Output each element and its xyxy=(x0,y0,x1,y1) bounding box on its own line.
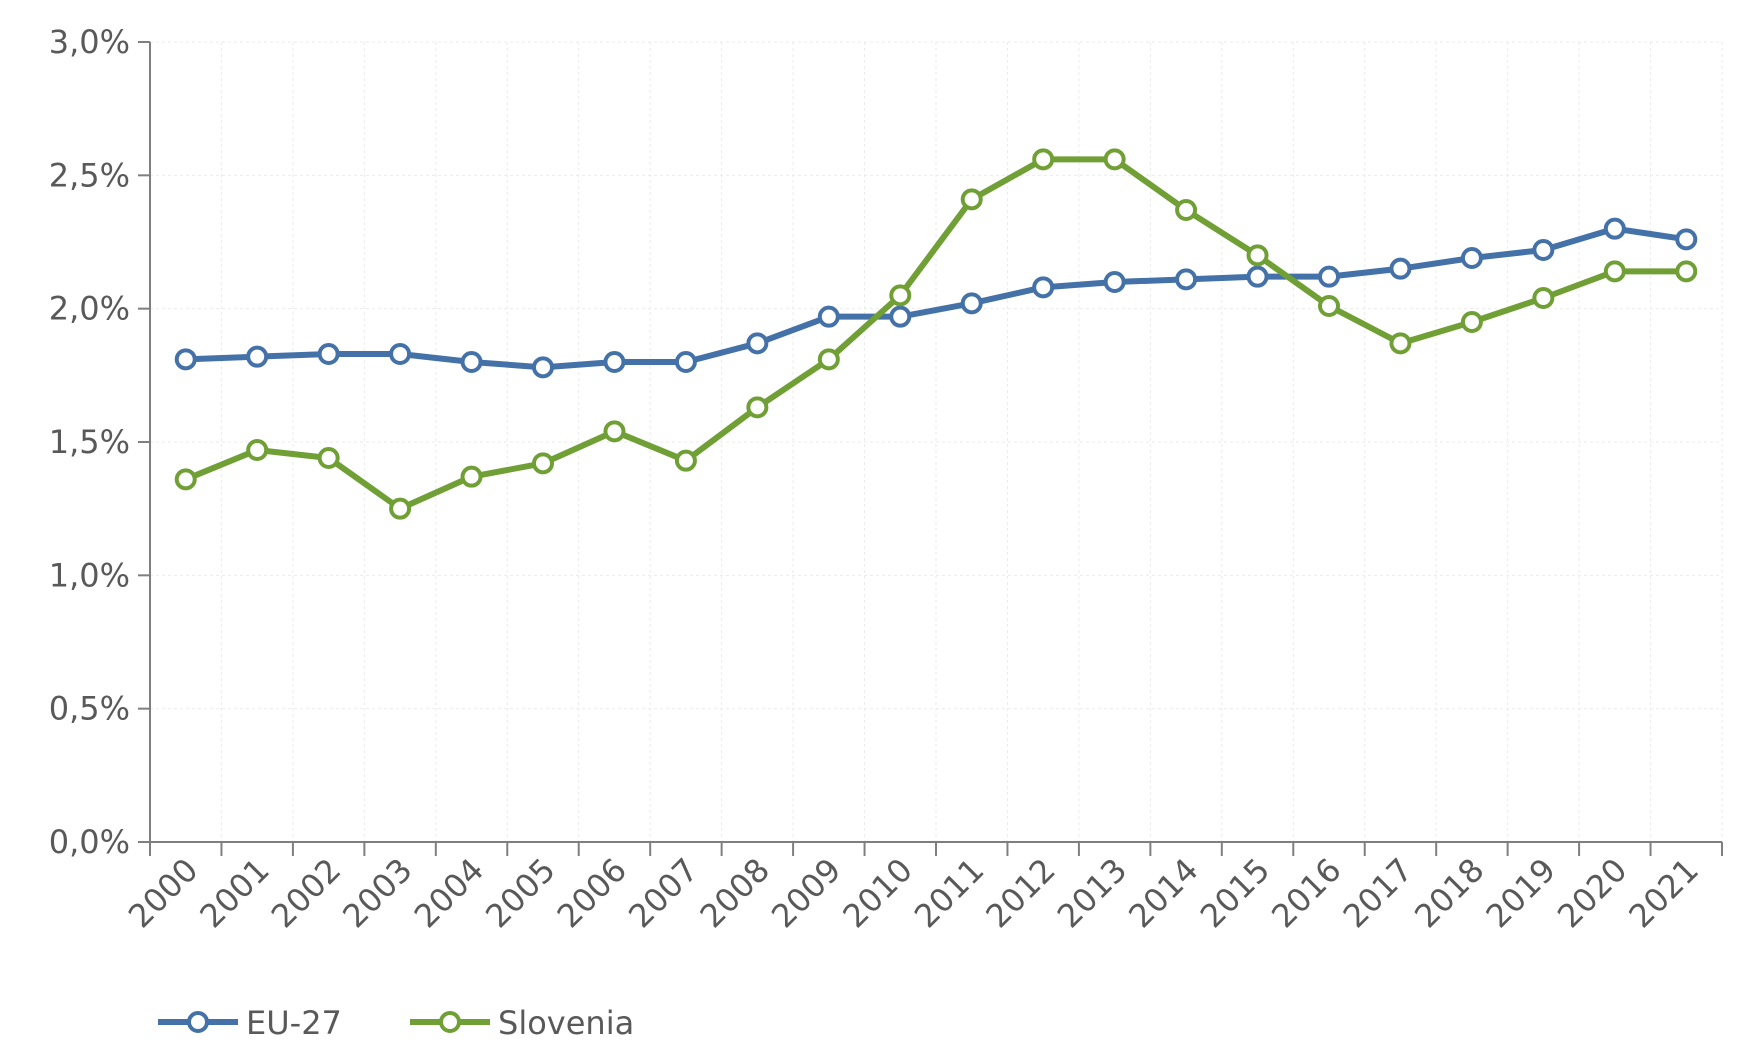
x-tick-label: 2003 xyxy=(335,851,419,935)
x-tick-label: 2004 xyxy=(407,851,491,935)
x-tick-label: 2005 xyxy=(478,851,562,935)
data-point xyxy=(532,452,554,475)
x-tick-label: 2018 xyxy=(1407,851,1491,935)
data-point xyxy=(174,348,197,371)
data-point xyxy=(1532,239,1555,261)
data-point xyxy=(1032,276,1055,299)
data-point xyxy=(889,305,912,328)
legend-label: Slovenia xyxy=(498,1004,634,1042)
y-tick-label: 1,5% xyxy=(49,423,130,461)
x-tick-label: 2015 xyxy=(1193,851,1277,935)
legend-swatch-marker xyxy=(187,1011,209,1033)
x-tick-label: 2010 xyxy=(835,851,919,935)
data-point xyxy=(1675,260,1698,283)
data-point xyxy=(1532,287,1555,309)
data-point xyxy=(603,420,626,443)
data-point xyxy=(389,343,412,365)
data-point xyxy=(817,348,840,371)
y-tick-label: 0,0% xyxy=(49,823,130,861)
data-point xyxy=(1246,265,1269,288)
data-point xyxy=(1460,311,1483,333)
y-tick-label: 0,5% xyxy=(49,690,130,728)
series-eu-27 xyxy=(174,217,1698,379)
data-point xyxy=(1246,244,1269,267)
x-tick-label: 2011 xyxy=(907,851,991,935)
x-tick-label: 2000 xyxy=(121,851,205,935)
data-point xyxy=(532,356,554,379)
data-point xyxy=(1603,217,1626,240)
data-point xyxy=(674,449,697,472)
series-lines xyxy=(174,148,1698,520)
data-point xyxy=(1389,332,1412,355)
data-point xyxy=(174,468,197,491)
data-point xyxy=(1603,260,1626,283)
x-tick-label: 2007 xyxy=(621,851,705,935)
x-tick-label: 2012 xyxy=(978,851,1062,935)
y-tick-label: 2,5% xyxy=(49,156,130,194)
y-tick-label: 2,0% xyxy=(49,290,130,328)
data-point xyxy=(1389,257,1412,280)
x-tick-label: 2013 xyxy=(1050,851,1134,935)
data-point xyxy=(1675,228,1698,251)
x-tick-label: 2006 xyxy=(550,851,634,935)
data-point xyxy=(460,465,483,488)
x-tick-label: 2020 xyxy=(1550,851,1634,935)
data-point xyxy=(889,284,912,307)
y-tick-label: 3,0% xyxy=(49,23,130,61)
data-point xyxy=(746,396,769,419)
axes: 0,0% 0,5% 1,0% 1,5% 2,0% 2,5% 3,0% 200020012002… xyxy=(49,23,1723,935)
data-point xyxy=(746,332,769,355)
data-point xyxy=(960,188,983,211)
x-tick-label: 2021 xyxy=(1621,851,1705,935)
series-slovenia xyxy=(174,148,1698,520)
legend: EU-27 Slovenia xyxy=(158,1004,634,1042)
data-point xyxy=(1103,271,1126,293)
data-point xyxy=(1318,295,1340,317)
legend-label: EU-27 xyxy=(246,1004,342,1042)
grid-lines xyxy=(150,41,1723,842)
x-tick-label: 2002 xyxy=(264,851,348,935)
data-point xyxy=(317,447,340,469)
x-tick-label: 2016 xyxy=(1264,851,1348,935)
x-tick-label: 2001 xyxy=(192,851,276,935)
data-point xyxy=(1032,148,1055,171)
data-point xyxy=(1318,265,1340,288)
data-point xyxy=(317,343,340,365)
data-point xyxy=(674,351,697,373)
legend-entry: Slovenia xyxy=(410,1004,634,1042)
data-point xyxy=(960,292,983,315)
data-point xyxy=(460,351,483,373)
y-tick-label: 1,0% xyxy=(49,556,130,594)
x-tick-label: 2017 xyxy=(1336,851,1420,935)
data-point xyxy=(817,305,840,328)
series-line xyxy=(185,225,1687,371)
data-point xyxy=(603,351,626,373)
data-point xyxy=(1175,199,1198,221)
series-line xyxy=(184,156,1687,512)
legend-entry: EU-27 xyxy=(158,1004,342,1042)
data-point xyxy=(246,439,269,461)
data-point xyxy=(246,345,269,368)
x-tick-label: 2008 xyxy=(693,851,777,935)
data-point xyxy=(389,497,412,520)
x-tick-label: 2009 xyxy=(764,851,848,935)
x-tick-label: 2014 xyxy=(1121,851,1205,935)
data-point xyxy=(1460,247,1483,269)
data-point xyxy=(1175,268,1198,291)
data-point xyxy=(1103,148,1126,171)
x-tick-label: 2019 xyxy=(1479,851,1563,935)
legend-swatch-marker xyxy=(439,1011,461,1033)
